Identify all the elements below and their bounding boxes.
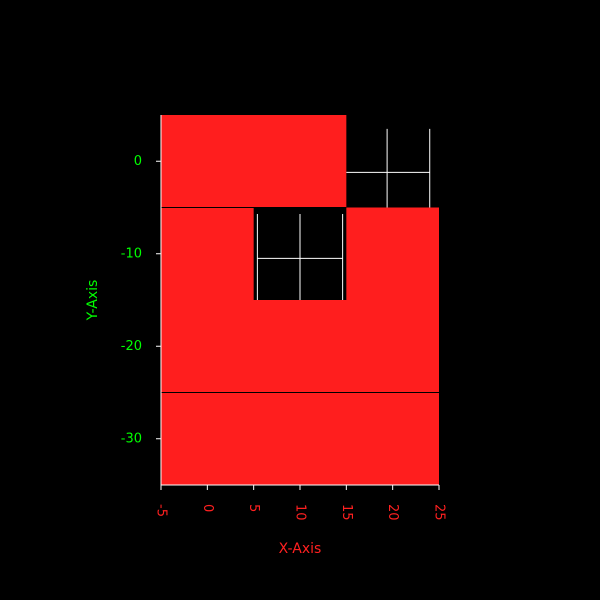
region-5: [161, 392, 439, 485]
y-tick-label-4: -30: [121, 431, 142, 446]
x-tick-label-4: 10: [293, 504, 308, 521]
y-axis-title: Y-Axis: [85, 280, 101, 322]
y-tick-label-1: 0: [134, 154, 142, 169]
x-axis-title: X-Axis: [279, 541, 322, 557]
fill-regions: [161, 115, 439, 485]
x-tick-label-5: 15: [339, 504, 354, 521]
region-4: [161, 300, 439, 393]
region-dividers: [161, 207, 439, 393]
y-tick-label-3: -20: [121, 339, 142, 354]
x-tick-label-6: 20: [385, 504, 400, 521]
x-ticks: -5 0 5 10 15 20 25: [154, 485, 447, 521]
y-ticks: 0 -10 -20 -30: [121, 154, 161, 446]
x-tick-label-3: 5: [246, 504, 261, 512]
x-tick-label-2: 0: [200, 504, 215, 512]
x-tick-label-7: 25: [432, 504, 447, 521]
y-tick-label-2: -10: [121, 246, 142, 261]
x-tick-label-1: -5: [154, 504, 169, 517]
region-1: [161, 115, 347, 208]
grid-lines: [256, 128, 431, 300]
